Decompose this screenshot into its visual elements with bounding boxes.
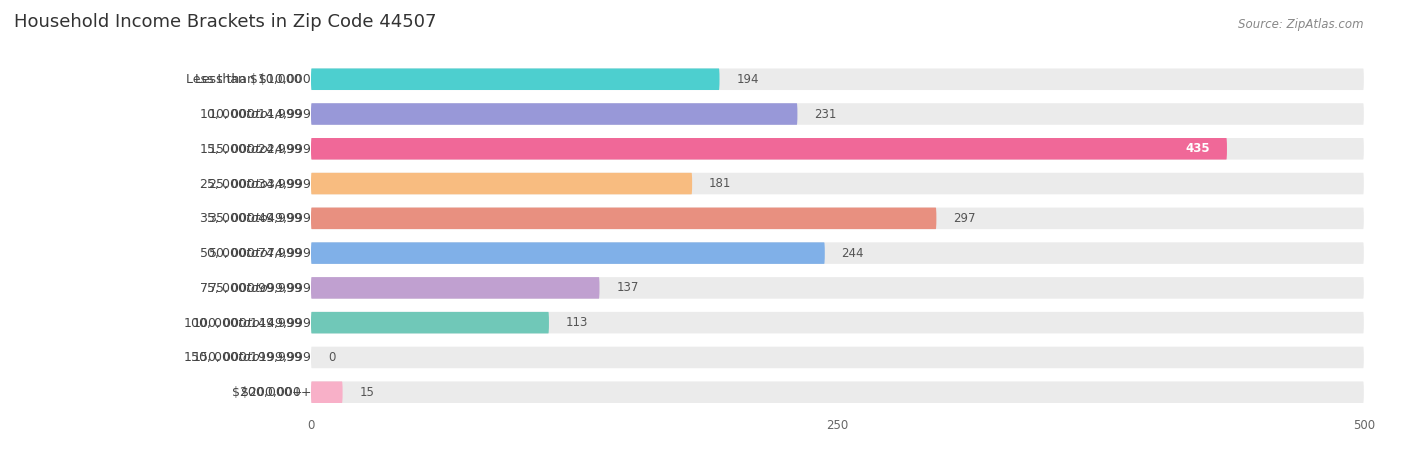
FancyBboxPatch shape <box>311 277 1364 299</box>
Text: 297: 297 <box>953 212 976 225</box>
Text: $25,000 to $34,999: $25,000 to $34,999 <box>198 176 302 190</box>
Text: 181: 181 <box>709 177 731 190</box>
Text: $100,000 to $149,999: $100,000 to $149,999 <box>191 316 311 330</box>
Text: Household Income Brackets in Zip Code 44507: Household Income Brackets in Zip Code 44… <box>14 13 436 31</box>
FancyBboxPatch shape <box>311 347 1364 368</box>
FancyBboxPatch shape <box>311 68 720 90</box>
FancyBboxPatch shape <box>311 138 1227 159</box>
Text: $35,000 to $49,999: $35,000 to $49,999 <box>198 211 302 225</box>
Text: 435: 435 <box>1185 142 1211 155</box>
FancyBboxPatch shape <box>311 207 1364 229</box>
Text: 137: 137 <box>616 282 638 295</box>
Text: 0: 0 <box>328 351 335 364</box>
Text: $75,000 to $99,999: $75,000 to $99,999 <box>198 281 302 295</box>
Text: Source: ZipAtlas.com: Source: ZipAtlas.com <box>1239 18 1364 31</box>
Text: Less than $10,000: Less than $10,000 <box>187 73 302 86</box>
Text: 244: 244 <box>842 247 865 260</box>
Text: 231: 231 <box>814 107 837 120</box>
FancyBboxPatch shape <box>311 382 343 403</box>
Text: $15,000 to $24,999: $15,000 to $24,999 <box>198 142 302 156</box>
Text: $150,000 to $199,999: $150,000 to $199,999 <box>183 350 302 365</box>
FancyBboxPatch shape <box>311 138 1364 159</box>
Text: $200,000+: $200,000+ <box>232 386 302 399</box>
FancyBboxPatch shape <box>311 173 1364 194</box>
FancyBboxPatch shape <box>311 312 548 334</box>
Text: 113: 113 <box>565 316 588 329</box>
Text: $100,000 to $149,999: $100,000 to $149,999 <box>183 316 302 330</box>
FancyBboxPatch shape <box>311 312 1364 334</box>
FancyBboxPatch shape <box>311 173 692 194</box>
Text: Less than $10,000: Less than $10,000 <box>195 73 311 86</box>
Text: $50,000 to $74,999: $50,000 to $74,999 <box>198 246 302 260</box>
FancyBboxPatch shape <box>311 242 1364 264</box>
Text: 194: 194 <box>737 73 759 86</box>
Text: $10,000 to $14,999: $10,000 to $14,999 <box>198 107 302 121</box>
Text: $150,000 to $199,999: $150,000 to $199,999 <box>191 350 311 365</box>
Text: $75,000 to $99,999: $75,000 to $99,999 <box>208 281 311 295</box>
Text: $200,000+: $200,000+ <box>240 386 311 399</box>
FancyBboxPatch shape <box>311 103 797 125</box>
FancyBboxPatch shape <box>311 382 1364 403</box>
FancyBboxPatch shape <box>311 277 599 299</box>
Text: $25,000 to $34,999: $25,000 to $34,999 <box>208 176 311 190</box>
FancyBboxPatch shape <box>311 68 1364 90</box>
Text: 15: 15 <box>360 386 374 399</box>
FancyBboxPatch shape <box>311 103 1364 125</box>
Text: $15,000 to $24,999: $15,000 to $24,999 <box>208 142 311 156</box>
FancyBboxPatch shape <box>311 207 936 229</box>
FancyBboxPatch shape <box>311 242 825 264</box>
Text: $10,000 to $14,999: $10,000 to $14,999 <box>208 107 311 121</box>
Text: $35,000 to $49,999: $35,000 to $49,999 <box>208 211 311 225</box>
Text: $50,000 to $74,999: $50,000 to $74,999 <box>208 246 311 260</box>
